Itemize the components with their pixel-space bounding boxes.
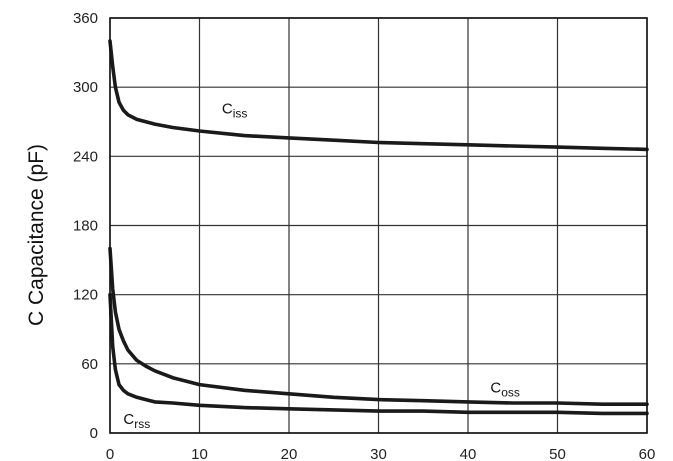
y-tick-label: 180 xyxy=(73,218,98,235)
series-line-rss xyxy=(108,292,649,416)
x-tick-label: 50 xyxy=(549,446,566,461)
series-label-rss: Crss xyxy=(123,411,150,431)
series-curves xyxy=(108,39,649,416)
tick-labels: 0 60 120 180 240 300 360 0 10 20 30 40 50 60 xyxy=(73,10,655,461)
x-tick-label: 40 xyxy=(460,446,477,461)
series-label-iss: Ciss xyxy=(222,101,248,121)
x-tick-label: 60 xyxy=(639,446,656,461)
series-label-oss: Coss xyxy=(490,380,520,400)
y-tick-label: 0 xyxy=(90,425,98,442)
y-tick-label: 300 xyxy=(73,79,98,96)
grid xyxy=(109,17,648,434)
series-line-iss xyxy=(108,39,649,152)
y-tick-label: 120 xyxy=(73,287,98,304)
y-tick-label: 240 xyxy=(73,148,98,165)
y-axis-label: C Capacitance (pF) xyxy=(25,144,48,326)
y-tick-label: 60 xyxy=(81,356,98,373)
plot-frame xyxy=(109,17,648,434)
x-tick-label: 20 xyxy=(281,446,298,461)
series-line-oss xyxy=(108,246,649,406)
y-tick-label: 360 xyxy=(73,10,98,27)
x-tick-label: 30 xyxy=(370,446,387,461)
x-tick-label: 0 xyxy=(106,446,114,461)
series-labels: Ciss Coss Crss xyxy=(123,101,519,431)
x-tick-label: 10 xyxy=(191,446,208,461)
